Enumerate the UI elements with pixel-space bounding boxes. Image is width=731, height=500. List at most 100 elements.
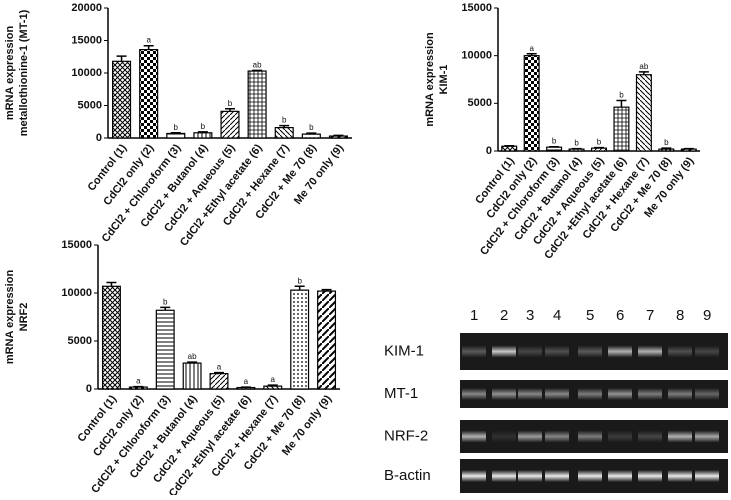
bar	[524, 56, 539, 151]
bar	[302, 134, 320, 138]
bar	[264, 386, 282, 389]
gel-band	[518, 431, 542, 443]
bar	[129, 387, 147, 389]
bar	[659, 149, 674, 151]
annotation: b	[552, 137, 557, 146]
annotation: b	[282, 116, 287, 125]
gel-band	[668, 388, 692, 400]
bar	[113, 61, 131, 138]
lane-number: 6	[616, 307, 624, 324]
gel-band	[638, 388, 662, 400]
annotation: a	[529, 44, 534, 53]
bar	[592, 148, 607, 151]
gel-band	[545, 431, 569, 443]
gel-band	[695, 431, 719, 443]
gel-row-label: B-actin	[384, 467, 431, 484]
gel-band	[462, 470, 486, 482]
annotation: b	[297, 276, 302, 285]
annotation: b	[597, 138, 602, 147]
y-tick-label: 0	[96, 132, 102, 144]
bar	[103, 286, 121, 389]
bar	[502, 146, 517, 151]
lane-number: 2	[500, 307, 508, 324]
bar	[569, 149, 584, 151]
bar	[183, 363, 201, 389]
gel-band	[545, 470, 569, 482]
gel-band	[695, 388, 719, 400]
error-bar	[616, 100, 626, 107]
gel-band	[492, 388, 516, 400]
annotation: a	[217, 363, 222, 372]
gel-band	[545, 388, 569, 400]
gel-band	[695, 470, 719, 482]
lane-number: 9	[703, 307, 711, 324]
gel-band	[578, 346, 602, 358]
annotation: b	[163, 297, 168, 306]
y-tick-label: 10000	[61, 287, 92, 299]
annotation: ab	[188, 352, 197, 361]
gel-band	[518, 470, 542, 482]
annotation: ab	[253, 60, 262, 69]
y-tick-label: 10000	[461, 50, 492, 62]
bar	[275, 128, 293, 138]
annotation: b	[619, 90, 624, 99]
bar	[329, 136, 347, 138]
bar	[318, 291, 336, 389]
y-tick-label: 20000	[71, 2, 102, 14]
y-tick-label: 15000	[461, 2, 492, 14]
error-bar	[171, 133, 181, 134]
gel-band	[462, 431, 486, 443]
bar	[156, 310, 174, 389]
gel-band	[492, 346, 516, 358]
annotation: a	[136, 377, 141, 386]
annotation: b	[664, 138, 669, 147]
y-tick-label: 15000	[61, 239, 92, 251]
gel-band	[578, 470, 602, 482]
lane-number: 3	[526, 307, 534, 324]
gel-band	[578, 431, 602, 443]
y-tick-label: 5000	[68, 335, 92, 347]
annotation: a	[146, 36, 151, 45]
error-bar	[252, 70, 262, 71]
annotation: b	[309, 123, 314, 132]
gel-band	[608, 431, 632, 443]
bar	[221, 111, 239, 138]
annotation: b	[174, 123, 179, 132]
y-tick-label: 5000	[468, 97, 492, 109]
bar	[681, 149, 696, 151]
bar	[167, 133, 185, 138]
gel-band	[668, 431, 692, 443]
x-tick-label: Me 70 only (9)	[292, 142, 346, 207]
annotation: a	[271, 375, 276, 384]
x-tick-label: Me 70 only (9)	[280, 393, 334, 458]
gel-band	[462, 346, 486, 358]
gel-row-label: MT-1	[384, 385, 418, 402]
gel-band	[608, 388, 632, 400]
gel-band	[492, 470, 516, 482]
y-axis-label: KIM-1	[438, 65, 450, 95]
gel-band	[638, 470, 662, 482]
gel-band	[638, 346, 662, 358]
gel-band	[578, 388, 602, 400]
bar	[291, 290, 309, 389]
gel-band	[668, 346, 692, 358]
error-bar	[333, 135, 343, 136]
lane-number: 1	[470, 307, 478, 324]
bar	[140, 50, 158, 138]
y-tick-label: 0	[486, 145, 492, 157]
gel-band	[638, 431, 662, 443]
lane-number: 4	[553, 307, 561, 324]
gel-row-label: NRF-2	[384, 427, 428, 444]
annotation: a	[244, 377, 249, 386]
y-tick-label: 10000	[71, 67, 102, 79]
gel-band	[492, 431, 516, 443]
y-axis-label: mRNA expression	[4, 270, 16, 365]
gel-band	[608, 470, 632, 482]
error-bar	[117, 56, 127, 61]
annotation: ab	[639, 62, 648, 71]
bar	[210, 374, 228, 389]
bar	[636, 75, 651, 151]
lane-number: 5	[586, 307, 594, 324]
gel-band	[608, 346, 632, 358]
